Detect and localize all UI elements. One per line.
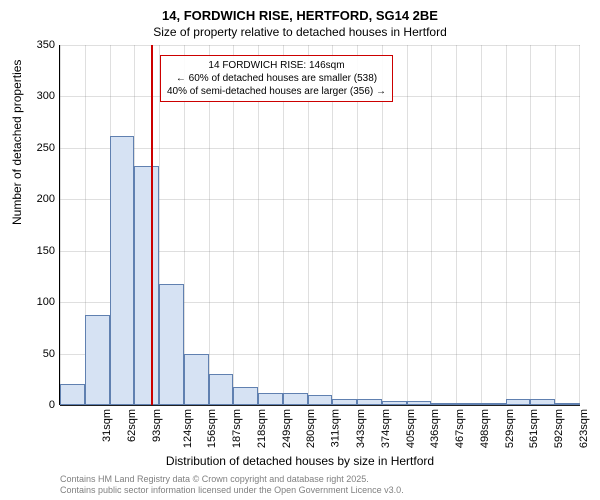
histogram-bar bbox=[308, 395, 333, 405]
grid-line bbox=[60, 148, 580, 149]
footer-line2: Contains public sector information licen… bbox=[60, 485, 404, 496]
x-tick-label: 561sqm bbox=[528, 409, 540, 448]
chart-title-sub: Size of property relative to detached ho… bbox=[0, 23, 600, 39]
histogram-bar bbox=[456, 403, 481, 405]
footer-line1: Contains HM Land Registry data © Crown c… bbox=[60, 474, 404, 485]
histogram-bar bbox=[134, 166, 159, 405]
annotation-line: ← 60% of detached houses are smaller (53… bbox=[167, 72, 386, 85]
y-axis-title: Number of detached properties bbox=[10, 60, 24, 225]
x-axis-title: Distribution of detached houses by size … bbox=[0, 454, 600, 468]
histogram-bar bbox=[184, 354, 209, 405]
x-tick-label: 436sqm bbox=[429, 409, 441, 448]
x-tick-label: 374sqm bbox=[380, 409, 392, 448]
histogram-bar bbox=[85, 315, 110, 406]
grid-line bbox=[456, 45, 457, 405]
histogram-bar bbox=[233, 387, 258, 406]
histogram-bar bbox=[283, 393, 308, 405]
y-tick-label: 100 bbox=[37, 296, 55, 308]
y-tick-label: 150 bbox=[37, 245, 55, 257]
grid-line bbox=[60, 45, 580, 46]
x-tick-label: 249sqm bbox=[281, 409, 293, 448]
plot-area: 14 FORDWICH RISE: 146sqm← 60% of detache… bbox=[60, 45, 580, 405]
histogram-bar bbox=[258, 393, 283, 405]
x-tick-label: 31sqm bbox=[101, 409, 113, 442]
histogram-bar bbox=[555, 403, 580, 405]
histogram-bar bbox=[481, 403, 506, 405]
histogram-bar bbox=[431, 403, 456, 405]
x-tick-label: 405sqm bbox=[405, 409, 417, 448]
x-tick-label: 62sqm bbox=[126, 409, 138, 442]
annotation-line: 40% of semi-detached houses are larger (… bbox=[167, 85, 386, 98]
grid-line bbox=[60, 405, 580, 406]
histogram-bar bbox=[60, 384, 85, 405]
grid-line bbox=[60, 45, 61, 405]
grid-line bbox=[555, 45, 556, 405]
y-tick-label: 0 bbox=[49, 399, 55, 411]
grid-line bbox=[530, 45, 531, 405]
grid-line bbox=[481, 45, 482, 405]
y-axis-title-text: Number of detached properties bbox=[10, 60, 24, 225]
x-tick-label: 124sqm bbox=[182, 409, 194, 448]
x-tick-label: 280sqm bbox=[306, 409, 318, 448]
grid-line bbox=[579, 45, 580, 405]
y-tick-label: 200 bbox=[37, 193, 55, 205]
x-tick-label: 218sqm bbox=[256, 409, 268, 448]
grid-line bbox=[431, 45, 432, 405]
y-tick-label: 50 bbox=[43, 348, 55, 360]
histogram-bar bbox=[110, 136, 135, 405]
x-tick-label: 93sqm bbox=[151, 409, 163, 442]
x-tick-label: 467sqm bbox=[454, 409, 466, 448]
histogram-bar bbox=[530, 399, 555, 405]
x-tick-label: 311sqm bbox=[330, 409, 342, 447]
annotation-box: 14 FORDWICH RISE: 146sqm← 60% of detache… bbox=[160, 55, 393, 102]
histogram-bar bbox=[332, 399, 357, 405]
chart-title-main: 14, FORDWICH RISE, HERTFORD, SG14 2BE bbox=[0, 0, 600, 23]
x-tick-label: 529sqm bbox=[504, 409, 516, 448]
reference-line bbox=[151, 45, 153, 405]
histogram-bar bbox=[209, 374, 234, 405]
grid-line bbox=[407, 45, 408, 405]
x-tick-label: 592sqm bbox=[553, 409, 565, 448]
histogram-bar bbox=[159, 284, 184, 405]
x-tick-label: 498sqm bbox=[479, 409, 491, 448]
histogram-bar bbox=[407, 401, 432, 405]
chart-container: 14, FORDWICH RISE, HERTFORD, SG14 2BE Si… bbox=[0, 0, 600, 500]
histogram-bar bbox=[357, 399, 382, 405]
annotation-line: 14 FORDWICH RISE: 146sqm bbox=[167, 59, 386, 72]
y-tick-label: 350 bbox=[37, 39, 55, 51]
grid-line bbox=[506, 45, 507, 405]
x-tick-label: 187sqm bbox=[231, 409, 243, 448]
x-tick-label: 623sqm bbox=[578, 409, 590, 448]
x-tick-label: 343sqm bbox=[355, 409, 367, 448]
histogram-bar bbox=[506, 399, 531, 405]
x-tick-label: 156sqm bbox=[207, 409, 219, 448]
histogram-bar bbox=[382, 401, 407, 405]
y-tick-label: 300 bbox=[37, 90, 55, 102]
y-tick-label: 250 bbox=[37, 142, 55, 154]
footer-attribution: Contains HM Land Registry data © Crown c… bbox=[60, 474, 404, 496]
